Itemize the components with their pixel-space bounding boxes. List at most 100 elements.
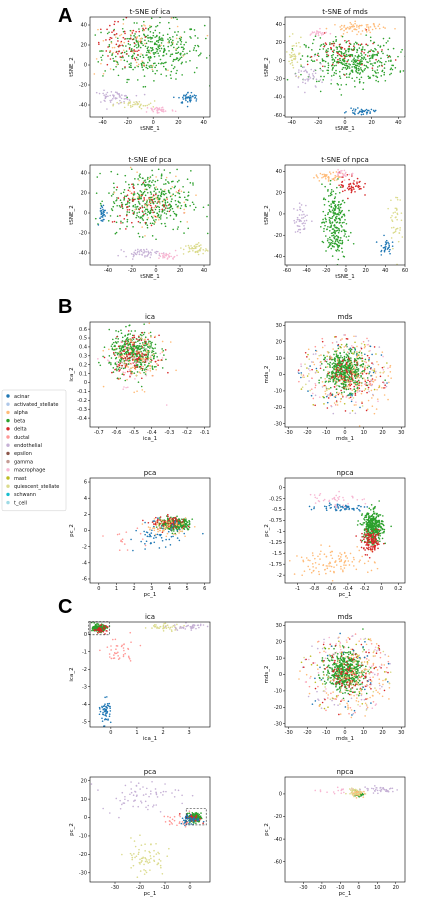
data-point — [168, 526, 170, 528]
data-point — [332, 362, 335, 364]
data-point — [152, 179, 154, 182]
data-point — [123, 199, 125, 201]
data-point — [118, 364, 121, 367]
data-point — [364, 182, 366, 185]
data-point — [145, 201, 148, 203]
data-point — [128, 186, 131, 189]
data-point — [162, 529, 165, 532]
data-point — [332, 380, 335, 383]
data-point — [356, 345, 358, 348]
data-point — [145, 66, 148, 69]
data-point — [303, 220, 306, 222]
data-point — [130, 348, 133, 351]
data-point — [147, 40, 150, 42]
data-point — [326, 366, 329, 368]
data-point — [155, 360, 157, 363]
data-point — [349, 370, 352, 373]
data-point — [356, 182, 358, 185]
data-point — [357, 112, 359, 115]
data-point — [163, 193, 166, 196]
data-point — [345, 171, 347, 174]
data-point — [342, 383, 344, 385]
data-point — [139, 194, 142, 197]
data-point — [345, 364, 348, 367]
data-point — [335, 69, 337, 72]
legend-entry: quiescent_stellate — [6, 484, 59, 490]
data-point — [326, 239, 329, 242]
data-point — [307, 390, 309, 392]
data-point — [143, 344, 146, 347]
data-point — [319, 67, 322, 70]
data-point — [160, 537, 163, 539]
data-point — [140, 42, 142, 44]
data-point — [140, 191, 143, 193]
data-point — [355, 28, 358, 31]
data-point — [351, 389, 354, 392]
data-point — [329, 42, 331, 44]
data-point — [157, 201, 159, 203]
data-point — [336, 46, 339, 49]
data-point — [321, 340, 324, 343]
data-point — [358, 383, 360, 386]
data-point — [128, 183, 130, 186]
data-point — [147, 183, 149, 186]
data-point — [112, 97, 114, 100]
data-point — [364, 358, 367, 361]
data-point — [351, 352, 354, 355]
data-point — [339, 172, 341, 174]
data-point — [145, 111, 148, 113]
data-point — [169, 171, 171, 174]
data-point — [152, 347, 155, 350]
data-point — [122, 371, 124, 373]
data-point — [340, 84, 343, 86]
data-point — [351, 55, 354, 57]
data-point — [120, 348, 123, 350]
data-point — [173, 519, 175, 522]
data-point — [368, 50, 370, 53]
data-point — [132, 103, 134, 106]
data-point — [354, 412, 357, 415]
data-point — [324, 65, 326, 68]
data-point — [183, 525, 185, 528]
data-point — [320, 376, 322, 379]
data-point — [155, 250, 158, 253]
data-point — [318, 354, 321, 357]
data-point — [339, 186, 342, 188]
data-point — [169, 544, 172, 546]
data-point — [384, 379, 386, 381]
data-point — [143, 75, 146, 77]
data-point — [102, 204, 105, 207]
plot-title: t-SNE of mds — [322, 8, 368, 16]
data-point — [136, 214, 138, 217]
data-point — [118, 356, 120, 358]
data-point — [154, 72, 157, 75]
data-point — [343, 367, 346, 369]
data-point — [360, 347, 363, 350]
data-point — [335, 249, 337, 252]
data-point — [360, 59, 362, 61]
y-tick-label: 20 — [276, 40, 282, 46]
data-point — [326, 358, 329, 361]
data-point — [119, 34, 121, 37]
data-point — [142, 104, 145, 107]
data-point — [148, 59, 151, 62]
data-point — [339, 237, 342, 239]
data-point — [331, 376, 334, 378]
data-point — [160, 73, 162, 76]
data-point — [348, 28, 351, 30]
data-point — [112, 104, 114, 107]
data-point — [137, 381, 140, 383]
data-point — [337, 379, 340, 381]
data-point — [303, 227, 306, 230]
data-point — [378, 346, 381, 348]
data-point — [327, 72, 329, 75]
data-point — [358, 24, 361, 27]
data-point — [174, 110, 177, 113]
data-point — [333, 229, 336, 232]
data-point — [322, 395, 324, 398]
data-point — [165, 253, 168, 256]
data-point — [118, 366, 121, 369]
data-point — [118, 351, 121, 353]
data-point — [115, 51, 118, 53]
data-point — [113, 46, 116, 49]
